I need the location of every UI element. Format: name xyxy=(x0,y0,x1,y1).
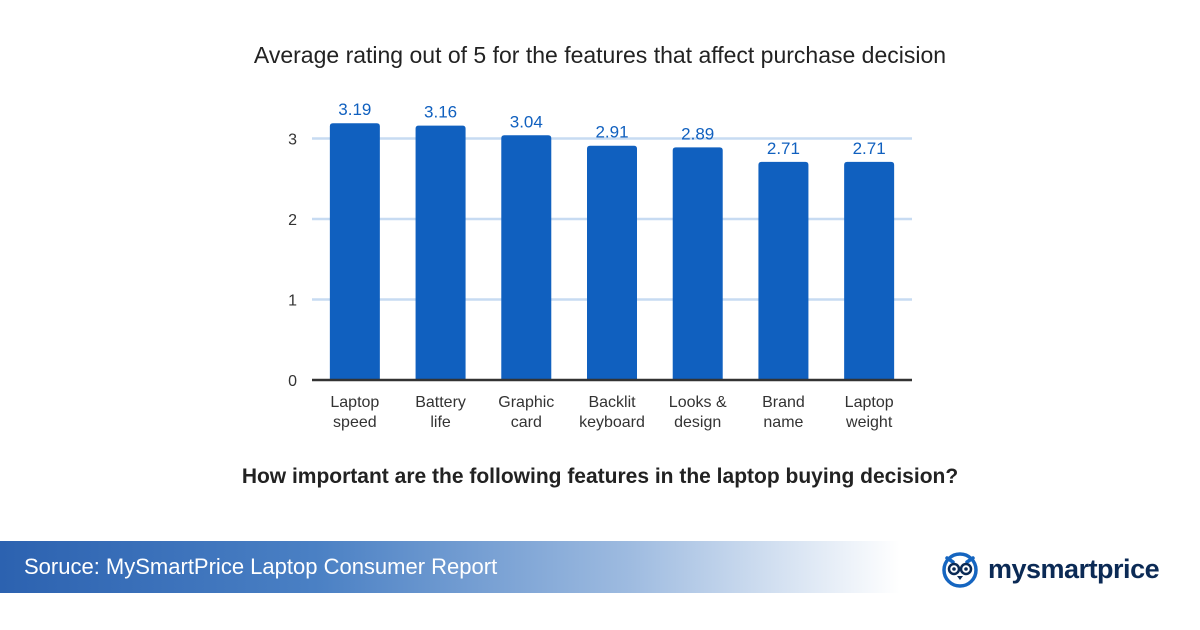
x-tick-label: Battery xyxy=(415,394,466,411)
bar-value-label: 2.71 xyxy=(853,139,886,158)
y-tick-label: 1 xyxy=(288,293,297,310)
bar-value-label: 2.71 xyxy=(767,139,800,158)
x-tick-label: weight xyxy=(845,414,893,431)
bar-value-label: 2.89 xyxy=(681,124,714,143)
y-tick-label: 0 xyxy=(288,373,297,390)
x-tick-label: Laptop xyxy=(330,394,379,411)
x-tick-label: name xyxy=(763,414,803,431)
bar-value-label: 3.16 xyxy=(424,103,457,122)
bar xyxy=(758,161,809,380)
bar-value-label: 3.19 xyxy=(338,100,371,119)
bar-chart: 0 1 2 3 3.19 Laptop speed 3.16 Battery life 3.04 Gr… xyxy=(288,100,912,431)
source-text: Soruce: MySmartPrice Laptop Consumer Rep… xyxy=(24,554,498,579)
bar xyxy=(587,145,637,380)
x-tick-label: Brand xyxy=(762,394,805,411)
x-tick-label: speed xyxy=(333,414,377,431)
source-banner: Soruce: MySmartPrice Laptop Consumer Rep… xyxy=(0,541,900,593)
x-tick-label: life xyxy=(430,414,451,431)
x-tick-label: Backlit xyxy=(588,394,636,411)
question-heading: How important are the following features… xyxy=(241,465,959,488)
x-tick-label: card xyxy=(511,414,542,431)
bar xyxy=(844,161,895,380)
owl-logo-icon xyxy=(942,552,978,588)
bar xyxy=(415,125,466,381)
x-tick-label: design xyxy=(674,414,721,431)
brand-logo: mysmartprice xyxy=(940,548,1160,590)
bar xyxy=(672,147,723,380)
y-tick-label: 2 xyxy=(288,212,297,229)
bar-value-label: 2.91 xyxy=(595,123,628,142)
chart-title: Average rating out of 5 for the features… xyxy=(253,42,947,68)
x-tick-label: Laptop xyxy=(845,394,894,411)
bar xyxy=(501,135,552,380)
x-tick-label: keyboard xyxy=(579,414,645,431)
y-tick-label: 3 xyxy=(288,132,297,149)
bar-value-label: 3.04 xyxy=(510,112,543,131)
brand-name: mysmartprice xyxy=(988,553,1160,584)
bar xyxy=(329,123,380,380)
x-tick-label: Graphic xyxy=(498,394,554,411)
x-tick-label: Looks & xyxy=(669,394,727,411)
